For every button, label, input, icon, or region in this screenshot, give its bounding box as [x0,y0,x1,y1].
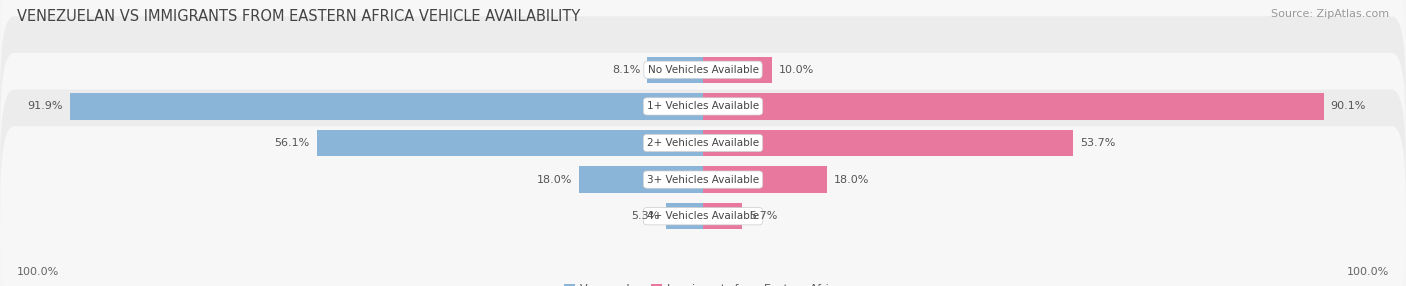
Bar [316,130,703,156]
Bar [703,93,1323,120]
Text: 4+ Vehicles Available: 4+ Vehicles Available [647,211,759,221]
Bar [703,57,772,83]
Bar [666,203,703,229]
Text: 2+ Vehicles Available: 2+ Vehicles Available [647,138,759,148]
Text: 18.0%: 18.0% [537,175,572,184]
Bar [579,166,703,193]
Text: 1+ Vehicles Available: 1+ Vehicles Available [647,102,759,111]
FancyBboxPatch shape [0,126,1406,286]
Text: 100.0%: 100.0% [17,267,59,277]
Legend: Venezuelan, Immigrants from Eastern Africa: Venezuelan, Immigrants from Eastern Afri… [560,279,846,286]
Bar [703,166,827,193]
Text: No Vehicles Available: No Vehicles Available [648,65,758,75]
FancyBboxPatch shape [0,16,1406,196]
Bar [703,203,742,229]
Text: 56.1%: 56.1% [274,138,309,148]
Text: 53.7%: 53.7% [1080,138,1115,148]
Text: 10.0%: 10.0% [779,65,814,75]
Text: 100.0%: 100.0% [1347,267,1389,277]
Text: 8.1%: 8.1% [612,65,640,75]
FancyBboxPatch shape [0,0,1406,160]
FancyBboxPatch shape [0,53,1406,233]
Bar [647,57,703,83]
Text: 18.0%: 18.0% [834,175,869,184]
FancyBboxPatch shape [0,90,1406,270]
Text: 5.7%: 5.7% [749,211,778,221]
Bar [703,130,1073,156]
Text: 5.3%: 5.3% [631,211,659,221]
Text: 90.1%: 90.1% [1330,102,1367,111]
Text: 91.9%: 91.9% [28,102,63,111]
Text: VENEZUELAN VS IMMIGRANTS FROM EASTERN AFRICA VEHICLE AVAILABILITY: VENEZUELAN VS IMMIGRANTS FROM EASTERN AF… [17,9,581,23]
Bar [70,93,703,120]
Text: Source: ZipAtlas.com: Source: ZipAtlas.com [1271,9,1389,19]
Text: 3+ Vehicles Available: 3+ Vehicles Available [647,175,759,184]
